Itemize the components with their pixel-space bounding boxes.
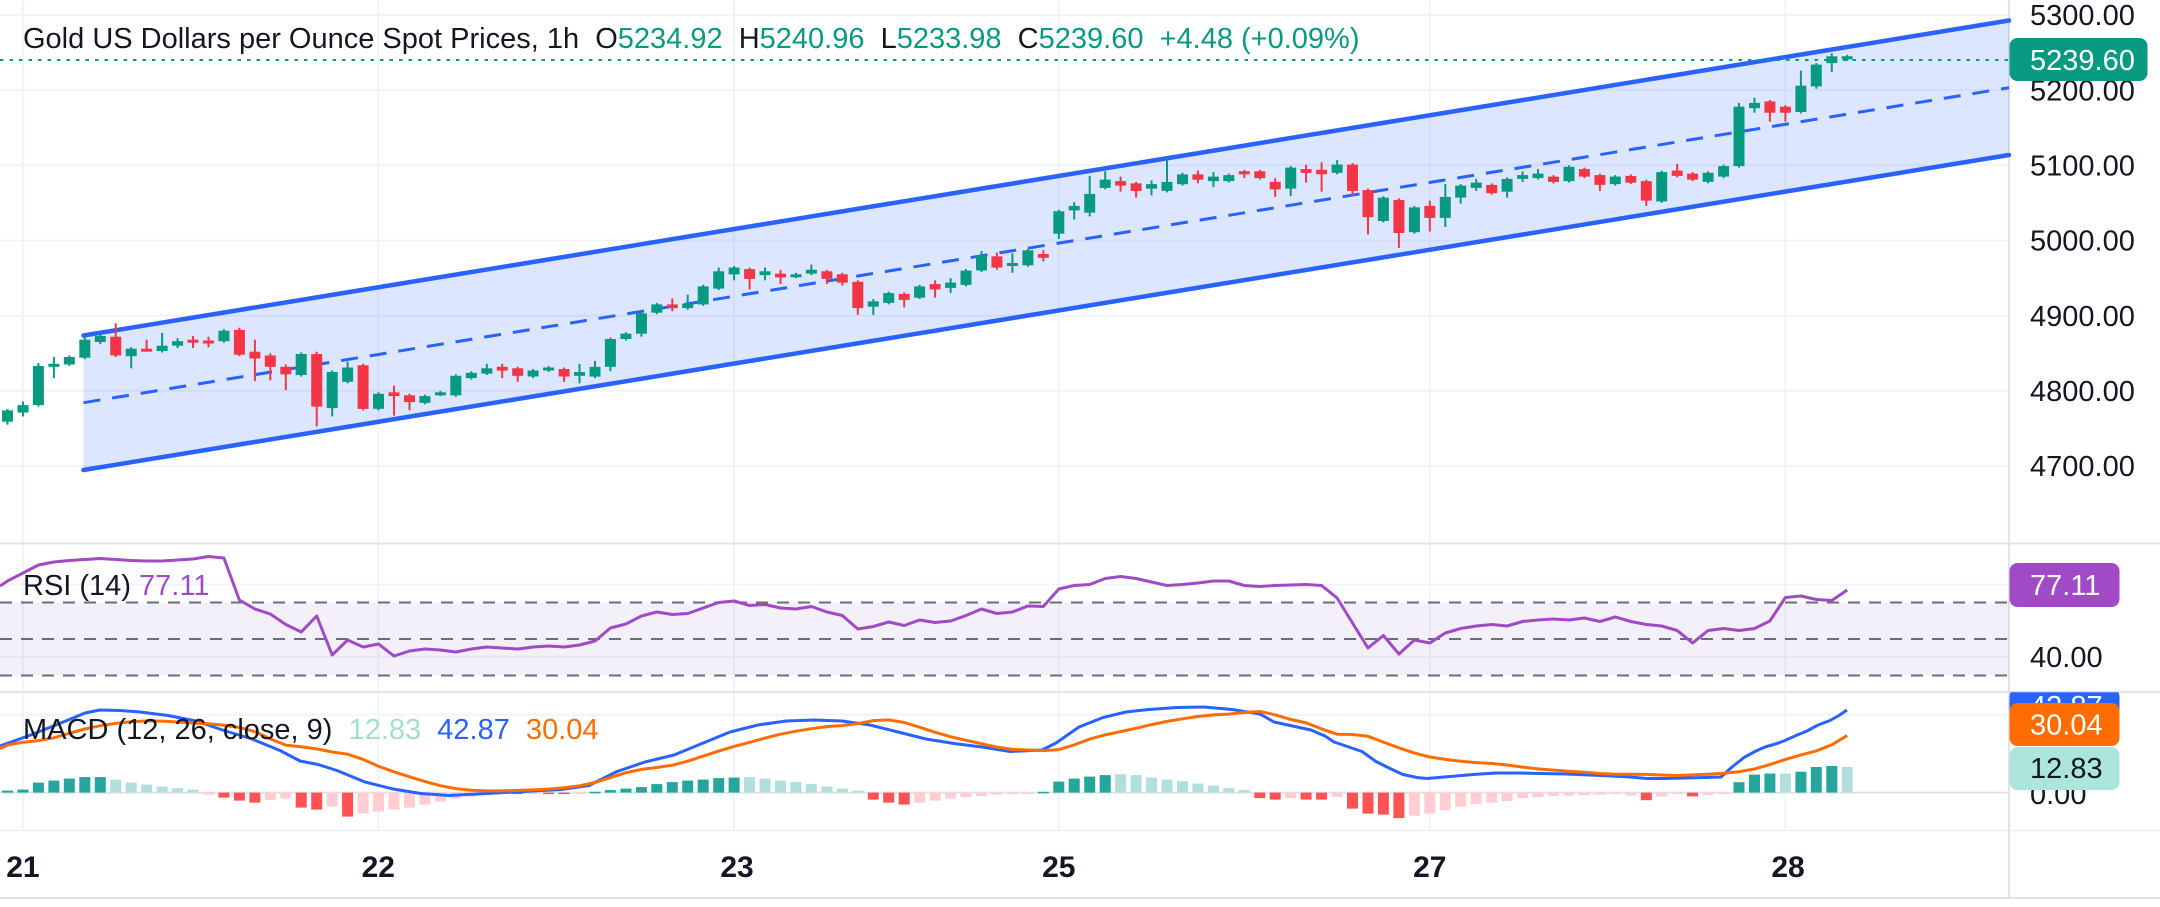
svg-text:4900.00: 4900.00: [2030, 301, 2135, 333]
svg-text:23: 23: [720, 851, 753, 884]
svg-text:4700.00: 4700.00: [2030, 451, 2135, 483]
svg-text:77.11: 77.11: [2030, 570, 2100, 602]
svg-text:30.04: 30.04: [2030, 710, 2103, 742]
svg-text:22: 22: [362, 851, 395, 884]
svg-text:5100.00: 5100.00: [2030, 151, 2135, 183]
svg-text:5000.00: 5000.00: [2030, 226, 2135, 258]
svg-text:25: 25: [1042, 851, 1075, 884]
svg-text:21: 21: [6, 851, 39, 884]
svg-text:5300.00: 5300.00: [2030, 0, 2135, 32]
svg-text:27: 27: [1413, 851, 1446, 884]
svg-text:12.83: 12.83: [2030, 753, 2103, 785]
svg-text:5239.60: 5239.60: [2030, 45, 2135, 77]
svg-text:MACD (12, 26, close, 9) 12.83: MACD (12, 26, close, 9) 12.83 42.87 30.0…: [23, 714, 599, 746]
svg-text:4800.00: 4800.00: [2030, 376, 2135, 408]
svg-text:28: 28: [1771, 851, 1804, 884]
svg-text:40.00: 40.00: [2030, 642, 2103, 674]
svg-text:RSI (14) 77.11: RSI (14) 77.11: [23, 570, 209, 602]
svg-text:Gold US Dollars per Ounce Spot: Gold US Dollars per Ounce Spot Prices, 1…: [23, 23, 1359, 55]
